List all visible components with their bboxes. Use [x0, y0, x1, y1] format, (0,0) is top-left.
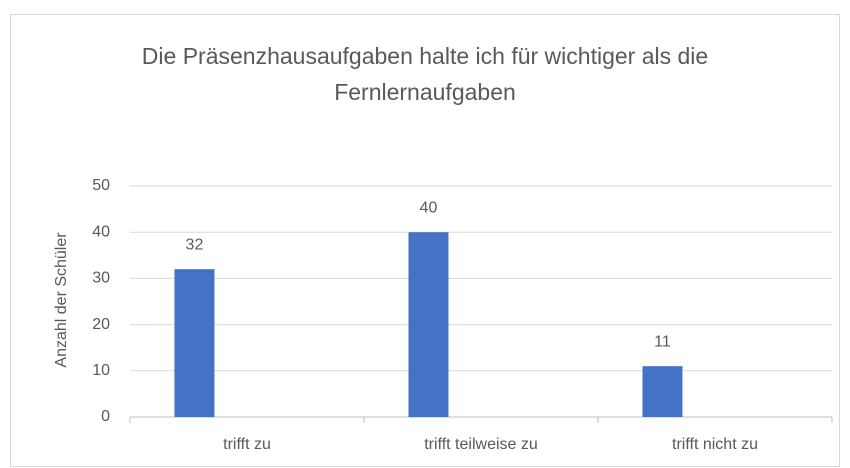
- x-tick-label: trifft nicht zu: [672, 436, 758, 453]
- y-tick-label: 30: [92, 270, 110, 287]
- data-label: 40: [420, 199, 438, 216]
- bar: [174, 269, 215, 417]
- x-tick-label: trifft teilweise zu: [424, 436, 538, 453]
- bar: [642, 366, 683, 417]
- y-axis-label: Anzahl der Schüler: [53, 232, 70, 368]
- y-tick-label: 0: [101, 408, 110, 425]
- bar: [408, 232, 449, 417]
- y-tick-label: 50: [92, 177, 110, 194]
- data-label: 32: [186, 236, 204, 253]
- data-label: 11: [654, 333, 671, 350]
- y-tick-label: 40: [92, 223, 110, 240]
- x-tick-label: trifft zu: [223, 436, 271, 453]
- y-tick-label: 20: [92, 316, 110, 333]
- chart-title: Die Präsenzhausaufgaben halte ich für wi…: [141, 43, 709, 105]
- y-tick-label: 10: [92, 362, 110, 379]
